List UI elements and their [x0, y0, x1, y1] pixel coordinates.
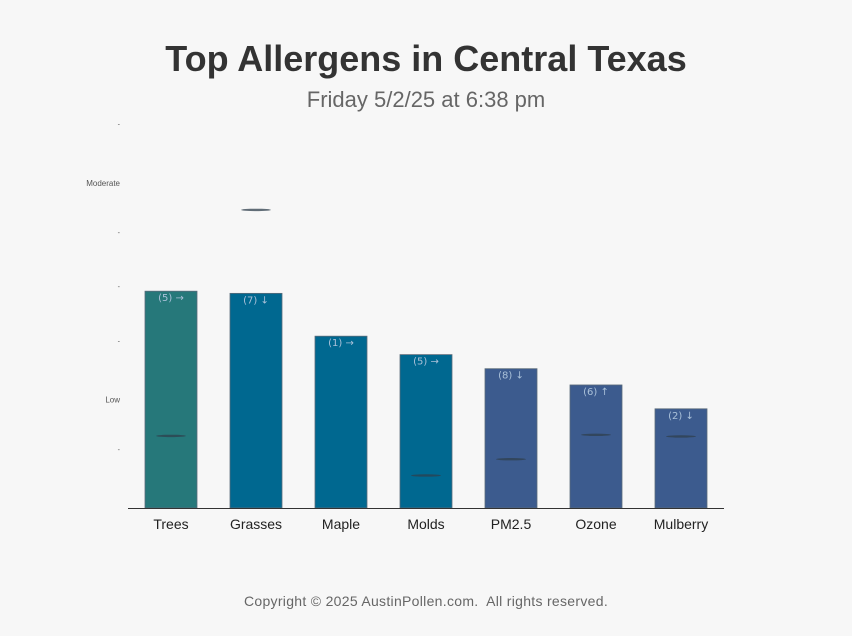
bar-grasses: [229, 292, 283, 509]
trend-marker: [156, 434, 186, 438]
trend-marker: [666, 435, 696, 438]
y-tick-label: -: [118, 338, 121, 345]
bar-data-label: (8) ↓: [498, 371, 524, 382]
x-tick-label: Molds: [407, 516, 444, 532]
x-tick-label: Grasses: [230, 516, 282, 532]
chart-subtitle: Friday 5/2/25 at 6:38 pm: [306, 87, 546, 112]
bar-data-label: (6) ↑: [583, 387, 609, 398]
trend-marker: [241, 208, 271, 212]
x-tick-label: Maple: [322, 516, 360, 532]
bar-data-label: (7) ↓: [243, 295, 269, 306]
y-tick-label: Moderate: [86, 179, 120, 188]
trend-marker: [581, 433, 611, 437]
y-tick-label: -: [118, 122, 121, 129]
bar-trees: [144, 290, 198, 509]
bar-data-label: (2) ↓: [668, 411, 694, 422]
trend-marker: [411, 474, 441, 477]
bar-mulberry: [654, 408, 708, 509]
chart-title: Top Allergens in Central Texas: [165, 38, 687, 79]
x-tick-label: Trees: [153, 516, 188, 532]
bar-molds: [399, 354, 453, 509]
y-tick-label: -: [118, 230, 121, 237]
x-tick-label: Mulberry: [654, 516, 708, 532]
x-tick-label: PM2.5: [491, 516, 532, 532]
y-tick-label: -: [118, 284, 121, 291]
bar-maple: [314, 335, 368, 509]
trend-marker: [496, 458, 526, 461]
bar-data-label: (1) →: [328, 338, 354, 349]
copyright-footer: Copyright © 2025 AustinPollen.com. All r…: [243, 593, 609, 609]
y-tick-label: Low: [105, 396, 120, 405]
bar-data-label: (5) →: [158, 293, 184, 304]
bar-ozone: [569, 384, 623, 509]
bar-data-label: (5) →: [413, 357, 439, 368]
y-tick-label: -: [118, 447, 121, 454]
bar-pm2-5: [484, 368, 538, 509]
x-tick-label: Ozone: [575, 516, 616, 532]
